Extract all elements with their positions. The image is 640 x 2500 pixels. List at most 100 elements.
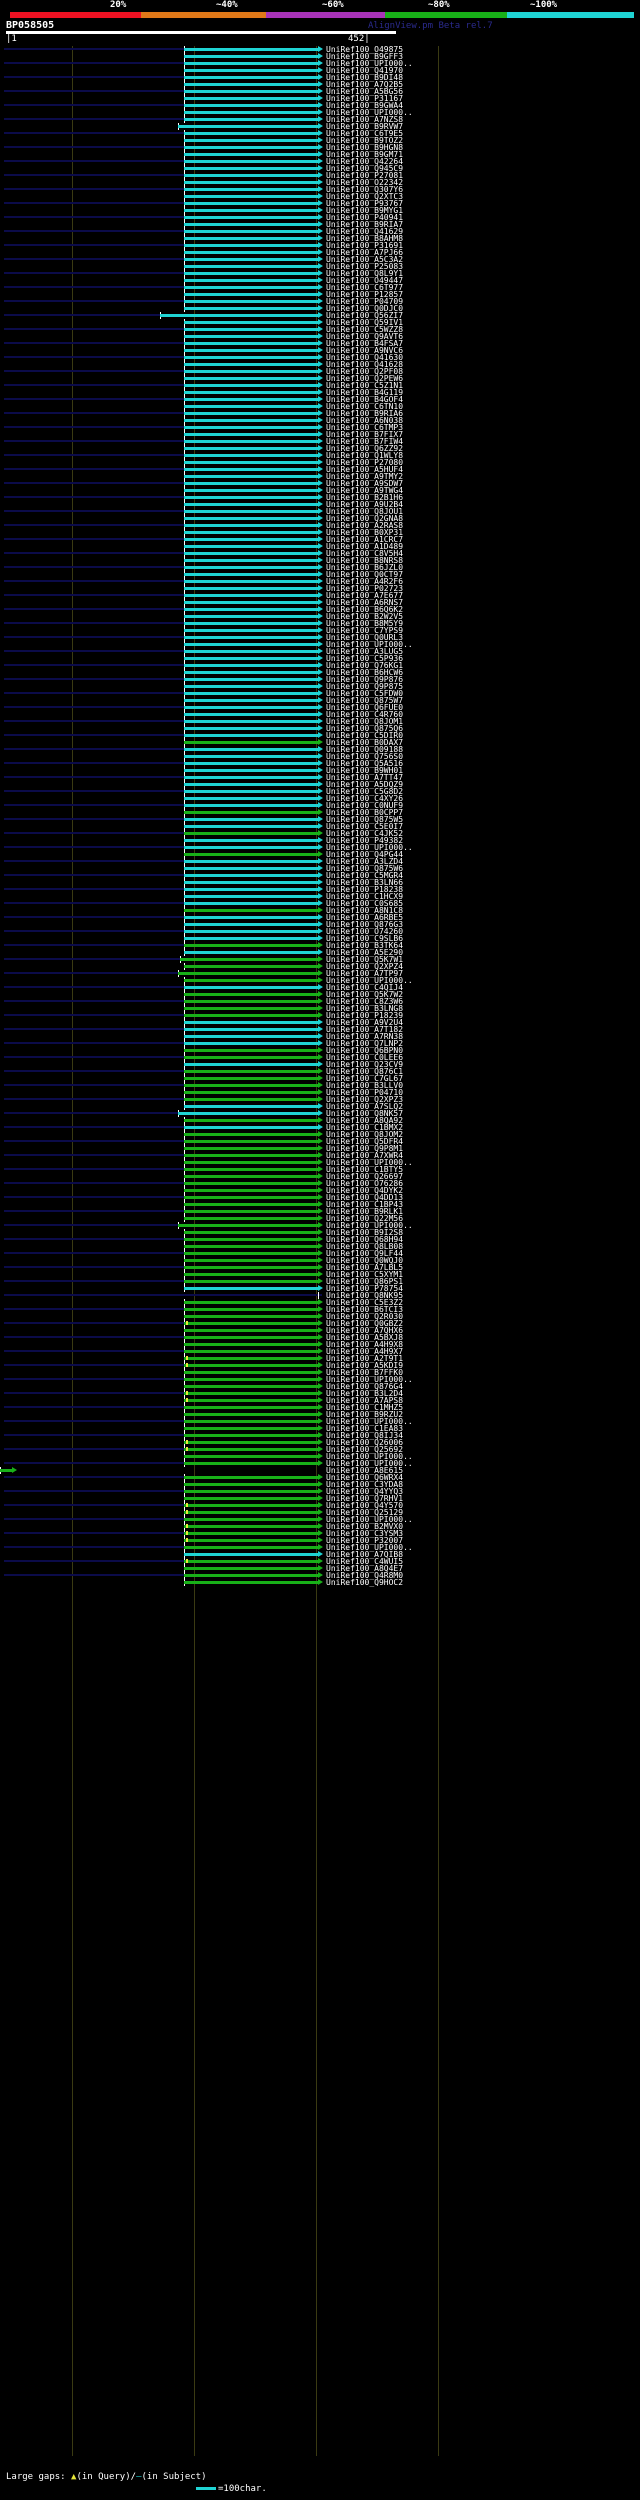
alignment-row[interactable]: UniRef100_A6N038 [0,416,640,425]
hsp-bar[interactable] [184,587,318,590]
hsp-bar[interactable] [184,790,318,793]
hsp-bar[interactable] [184,1084,318,1087]
hit-accession-label[interactable]: UniRef100_C0NUF9 [326,801,404,810]
alignment-row[interactable]: UniRef100_Q41628 [0,360,640,369]
alignment-row[interactable]: UniRef100_UPI000.. [0,59,640,68]
hit-accession-label[interactable]: UniRef100_C8Z3W6 [326,997,404,1006]
hit-accession-label[interactable]: UniRef100_A9TMY2 [326,472,404,481]
hit-accession-label[interactable]: UniRef100_Q8JOM2 [326,1130,404,1139]
alignment-row[interactable]: UniRef100_B8M5Y9 [0,619,640,628]
hit-accession-label[interactable]: UniRef100_P18239 [326,1011,404,1020]
hit-accession-label[interactable]: UniRef100_UPI000.. [326,59,413,68]
alignment-row[interactable]: UniRef100_Q25129 [0,1508,640,1517]
hit-accession-label[interactable]: UniRef100_Q2GNA8 [326,514,404,523]
alignment-row[interactable]: UniRef100_C4JK52 [0,829,640,838]
alignment-row[interactable]: UniRef100_Q8JOU1 [0,507,640,516]
alignment-row[interactable]: UniRef100_B3LLV0 [0,1081,640,1090]
hit-accession-label[interactable]: UniRef100_A6RBE5 [326,913,404,922]
hsp-bar[interactable] [184,279,318,282]
alignment-row[interactable]: UniRef100_Q875W5 [0,815,640,824]
hsp-bar[interactable] [184,1175,318,1178]
alignment-row[interactable]: UniRef100_UPI000.. [0,1417,640,1426]
hsp-bar[interactable] [184,671,318,674]
hit-accession-label[interactable]: UniRef100_Q307Y6 [326,185,404,194]
alignment-row[interactable]: UniRef100_Q4R8M0 [0,1571,640,1580]
hsp-bar[interactable] [184,1217,318,1220]
alignment-row[interactable]: UniRef100_B9GFF3 [0,52,640,61]
hsp-bar[interactable] [160,314,318,317]
hsp-bar[interactable] [184,1560,318,1563]
alignment-row[interactable]: UniRef100_A3LZD4 [0,857,640,866]
alignment-row[interactable]: UniRef100_A9U2B4 [0,500,640,509]
hit-accession-label[interactable]: UniRef100_B9GWA4 [326,101,404,110]
alignment-row[interactable]: UniRef100_Q09188 [0,745,640,754]
hit-accession-label[interactable]: UniRef100_UPI000.. [326,843,413,852]
alignment-row[interactable]: UniRef100_Q41629 [0,227,640,236]
hsp-bar[interactable] [184,776,318,779]
alignment-row[interactable]: UniRef100_UPI000.. [0,1221,640,1230]
hit-accession-label[interactable]: UniRef100_B7FIX7 [326,430,404,439]
alignment-row[interactable]: UniRef100_A7PJ66 [0,248,640,257]
hit-accession-label[interactable]: UniRef100_Q8JOM1 [326,717,404,726]
hit-accession-label[interactable]: UniRef100_A3LUG5 [326,647,404,656]
alignment-row[interactable]: UniRef100_UPI000.. [0,843,640,852]
hit-accession-label[interactable]: UniRef100_P31691 [326,241,404,250]
hit-accession-label[interactable]: UniRef100_C5MGR4 [326,871,404,880]
alignment-row[interactable]: UniRef100_Q4YYQ3 [0,1487,640,1496]
hsp-bar[interactable] [184,804,318,807]
hsp-bar[interactable] [184,1049,318,1052]
hit-accession-label[interactable]: UniRef100_A7APS8 [326,1396,404,1405]
alignment-row[interactable]: UniRef100_P31691 [0,241,640,250]
hsp-bar[interactable] [184,1343,318,1346]
hsp-bar[interactable] [184,426,318,429]
alignment-row[interactable]: UniRef100_C5E3Z2 [0,1298,640,1307]
hit-accession-label[interactable]: UniRef100_B0DAX7 [326,738,404,747]
alignment-row[interactable]: UniRef100_B4G119 [0,388,640,397]
hit-accession-label[interactable]: UniRef100_A7T182 [326,1025,404,1034]
hit-accession-label[interactable]: UniRef100_C4JK52 [326,829,404,838]
alignment-row[interactable]: UniRef100_C0LEE6 [0,1053,640,1062]
alignment-row[interactable]: UniRef100_Q5K7W1 [0,955,640,964]
hsp-bar[interactable] [184,55,318,58]
alignment-row[interactable]: UniRef100_P04710 [0,1088,640,1097]
hit-accession-label[interactable]: UniRef100_B8NRS8 [326,556,404,565]
hsp-bar[interactable] [184,356,318,359]
alignment-row[interactable]: UniRef100_B9WH01 [0,766,640,775]
alignment-row[interactable]: UniRef100_Q8IJ34 [0,1431,640,1440]
alignment-row[interactable]: UniRef100_A8QA92 [0,1116,640,1125]
hsp-bar[interactable] [180,958,318,961]
hsp-bar[interactable] [184,1161,318,1164]
alignment-row[interactable]: UniRef100_Q2XPZ3 [0,1095,640,1104]
alignment-row[interactable]: UniRef100_P18238 [0,885,640,894]
hsp-bar[interactable] [184,734,318,737]
hit-accession-label[interactable]: UniRef100_Q2R030 [326,1312,404,1321]
hit-accession-label[interactable]: UniRef100_UPI000.. [326,1375,413,1384]
hsp-bar[interactable] [184,706,318,709]
alignment-row[interactable]: UniRef100_B9GM71 [0,150,640,159]
alignment-row[interactable]: UniRef100_Q22M56 [0,1214,640,1223]
alignment-row[interactable]: UniRef100_C6T977 [0,283,640,292]
hsp-bar[interactable] [184,818,318,821]
hsp-bar[interactable] [184,377,318,380]
hit-accession-label[interactable]: UniRef100_P02723 [326,584,404,593]
hit-accession-label[interactable]: UniRef100_Q4YYQ3 [326,1487,404,1496]
alignment-row[interactable]: UniRef100_A5KDI9 [0,1361,640,1370]
hsp-bar[interactable] [184,727,318,730]
hit-accession-label[interactable]: UniRef100_Q8LB08 [326,1242,404,1251]
hsp-bar[interactable] [184,1266,318,1269]
hit-accession-label[interactable]: UniRef100_Q5DFR4 [326,1137,404,1146]
alignment-row[interactable]: UniRef100_A8N1C8 [0,906,640,915]
hit-accession-label[interactable]: UniRef100_Q25692 [326,1445,404,1454]
alignment-row[interactable]: UniRef100_A1CRC7 [0,535,640,544]
hsp-bar[interactable] [184,1336,318,1339]
alignment-row[interactable]: UniRef100_C1MHZ5 [0,1403,640,1412]
alignment-row[interactable]: UniRef100_B9RIA7 [0,220,640,229]
hit-accession-label[interactable]: UniRef100_C1HCX9 [326,892,404,901]
hit-accession-label[interactable]: UniRef100_Q2PF08 [326,367,404,376]
hsp-bar[interactable] [184,1070,318,1073]
hit-accession-label[interactable]: UniRef100_P93767 [326,199,404,208]
alignment-row[interactable]: UniRef100_Q307Y6 [0,185,640,194]
alignment-row[interactable]: UniRef100_Q7RHV1 [0,1494,640,1503]
hsp-bar[interactable] [184,1441,318,1444]
hit-accession-label[interactable]: UniRef100_Q945C9 [326,164,404,173]
